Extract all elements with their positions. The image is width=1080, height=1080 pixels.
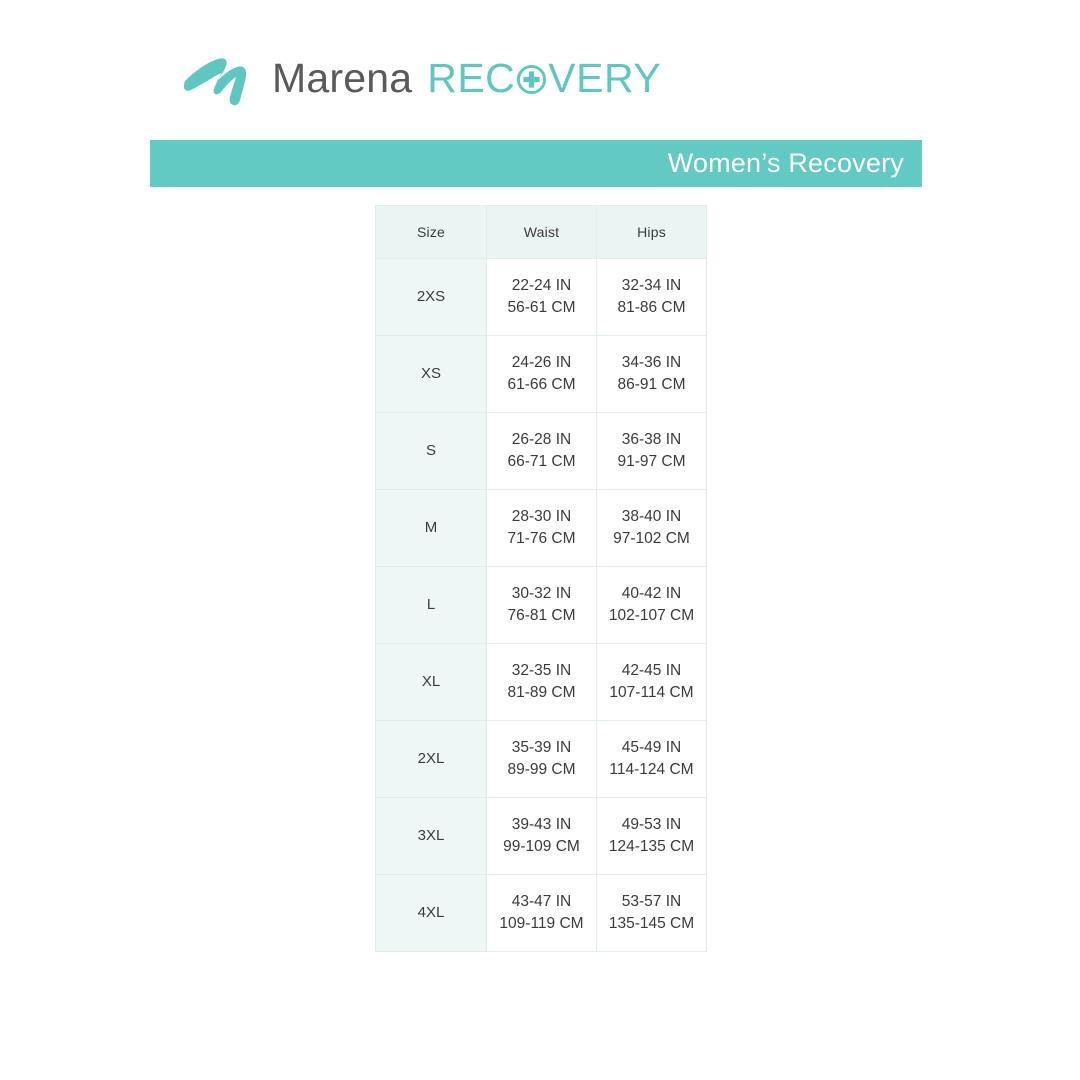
table-header: Size Waist Hips xyxy=(375,205,707,259)
hips-centimeters: 102-107 CM xyxy=(608,607,695,624)
waist-centimeters: 76-81 CM xyxy=(507,607,576,624)
table-row: M 28-30 IN 71-76 CM 38-40 IN 97-102 CM xyxy=(375,489,707,567)
waist-centimeters: 99-109 CM xyxy=(503,838,580,855)
hips-centimeters: 91-97 CM xyxy=(617,453,686,470)
brand-logo: Marena REC VERY xyxy=(182,46,661,110)
cell-size: XS xyxy=(375,335,487,413)
cell-size: 2XS xyxy=(375,258,487,336)
cell-size: M xyxy=(375,489,487,567)
hips-inches: 32-34 IN xyxy=(621,277,682,294)
waist-inches: 39-43 IN xyxy=(511,816,572,833)
cell-waist: 24-26 IN 61-66 CM xyxy=(486,335,597,413)
cell-waist: 39-43 IN 99-109 CM xyxy=(486,797,597,875)
waist-centimeters: 56-61 CM xyxy=(507,299,576,316)
table-body: 2XS 22-24 IN 56-61 CM 32-34 IN 81-86 CM … xyxy=(375,258,707,952)
hips-inches: 36-38 IN xyxy=(621,431,682,448)
table-header-row: Size Waist Hips xyxy=(375,205,707,259)
page-title: Women’s Recovery xyxy=(667,148,904,178)
table-row: 3XL 39-43 IN 99-109 CM 49-53 IN 124-135 … xyxy=(375,797,707,875)
hips-centimeters: 86-91 CM xyxy=(617,376,686,393)
size-chart-table: Size Waist Hips 2XS 22-24 IN 56-61 CM 32… xyxy=(375,205,707,952)
column-header-size: Size xyxy=(375,205,487,259)
cell-waist: 26-28 IN 66-71 CM xyxy=(486,412,597,490)
hips-centimeters: 124-135 CM xyxy=(608,838,695,855)
cell-hips: 34-36 IN 86-91 CM xyxy=(596,335,707,413)
cell-size: L xyxy=(375,566,487,644)
waist-inches: 26-28 IN xyxy=(511,431,572,448)
cell-hips: 38-40 IN 97-102 CM xyxy=(596,489,707,567)
waist-inches: 28-30 IN xyxy=(511,508,572,525)
hips-centimeters: 97-102 CM xyxy=(613,530,690,547)
cell-waist: 43-47 IN 109-119 CM xyxy=(486,874,597,952)
table-row: 2XL 35-39 IN 89-99 CM 45-49 IN 114-124 C… xyxy=(375,720,707,798)
cell-hips: 40-42 IN 102-107 CM xyxy=(596,566,707,644)
cell-size: 3XL xyxy=(375,797,487,875)
waist-centimeters: 89-99 CM xyxy=(507,761,576,778)
cell-waist: 32-35 IN 81-89 CM xyxy=(486,643,597,721)
cell-size: 2XL xyxy=(375,720,487,798)
waist-inches: 22-24 IN xyxy=(511,277,572,294)
cell-waist: 30-32 IN 76-81 CM xyxy=(486,566,597,644)
waist-inches: 30-32 IN xyxy=(511,585,572,602)
waist-centimeters: 71-76 CM xyxy=(507,530,576,547)
cell-waist: 35-39 IN 89-99 CM xyxy=(486,720,597,798)
hips-inches: 42-45 IN xyxy=(621,662,682,679)
hips-inches: 40-42 IN xyxy=(621,585,682,602)
column-header-waist: Waist xyxy=(486,205,597,259)
recovery-text-after: VERY xyxy=(548,54,662,101)
hips-inches: 49-53 IN xyxy=(621,816,682,833)
medical-cross-circle-icon xyxy=(516,58,547,94)
cell-hips: 49-53 IN 124-135 CM xyxy=(596,797,707,875)
cell-hips: 42-45 IN 107-114 CM xyxy=(596,643,707,721)
cell-size: XL xyxy=(375,643,487,721)
hips-centimeters: 114-124 CM xyxy=(609,761,694,778)
cell-waist: 22-24 IN 56-61 CM xyxy=(486,258,597,336)
hips-centimeters: 81-86 CM xyxy=(617,299,686,316)
hips-centimeters: 107-114 CM xyxy=(609,684,694,701)
waist-inches: 32-35 IN xyxy=(511,662,572,679)
recovery-text-before: REC xyxy=(427,54,516,101)
cell-hips: 36-38 IN 91-97 CM xyxy=(596,412,707,490)
cell-waist: 28-30 IN 71-76 CM xyxy=(486,489,597,567)
cell-hips: 45-49 IN 114-124 CM xyxy=(596,720,707,798)
waist-inches: 35-39 IN xyxy=(511,739,572,756)
cell-size: S xyxy=(375,412,487,490)
table-row: 2XS 22-24 IN 56-61 CM 32-34 IN 81-86 CM xyxy=(375,258,707,336)
hips-inches: 53-57 IN xyxy=(621,893,682,910)
waist-centimeters: 109-119 CM xyxy=(499,915,584,932)
table-row: XL 32-35 IN 81-89 CM 42-45 IN 107-114 CM xyxy=(375,643,707,721)
column-header-hips: Hips xyxy=(596,205,707,259)
waist-inches: 24-26 IN xyxy=(511,354,572,371)
waist-centimeters: 81-89 CM xyxy=(507,684,576,701)
section-title-bar: Women’s Recovery xyxy=(150,140,922,187)
brand-name-recovery: REC VERY xyxy=(427,55,661,102)
brand-name-marena: Marena xyxy=(272,54,413,101)
marena-brush-m-logo-icon xyxy=(182,48,258,108)
brand-wordmark: Marena REC VERY xyxy=(272,55,661,102)
waist-centimeters: 66-71 CM xyxy=(507,453,576,470)
cell-hips: 53-57 IN 135-145 CM xyxy=(596,874,707,952)
table-row: S 26-28 IN 66-71 CM 36-38 IN 91-97 CM xyxy=(375,412,707,490)
cell-size: 4XL xyxy=(375,874,487,952)
table-row: 4XL 43-47 IN 109-119 CM 53-57 IN 135-145… xyxy=(375,874,707,952)
cell-hips: 32-34 IN 81-86 CM xyxy=(596,258,707,336)
hips-centimeters: 135-145 CM xyxy=(608,915,695,932)
hips-inches: 45-49 IN xyxy=(621,739,682,756)
table-row: L 30-32 IN 76-81 CM 40-42 IN 102-107 CM xyxy=(375,566,707,644)
hips-inches: 38-40 IN xyxy=(621,508,682,525)
hips-inches: 34-36 IN xyxy=(621,354,682,371)
waist-inches: 43-47 IN xyxy=(511,893,572,910)
waist-centimeters: 61-66 CM xyxy=(507,376,576,393)
table-row: XS 24-26 IN 61-66 CM 34-36 IN 86-91 CM xyxy=(375,335,707,413)
